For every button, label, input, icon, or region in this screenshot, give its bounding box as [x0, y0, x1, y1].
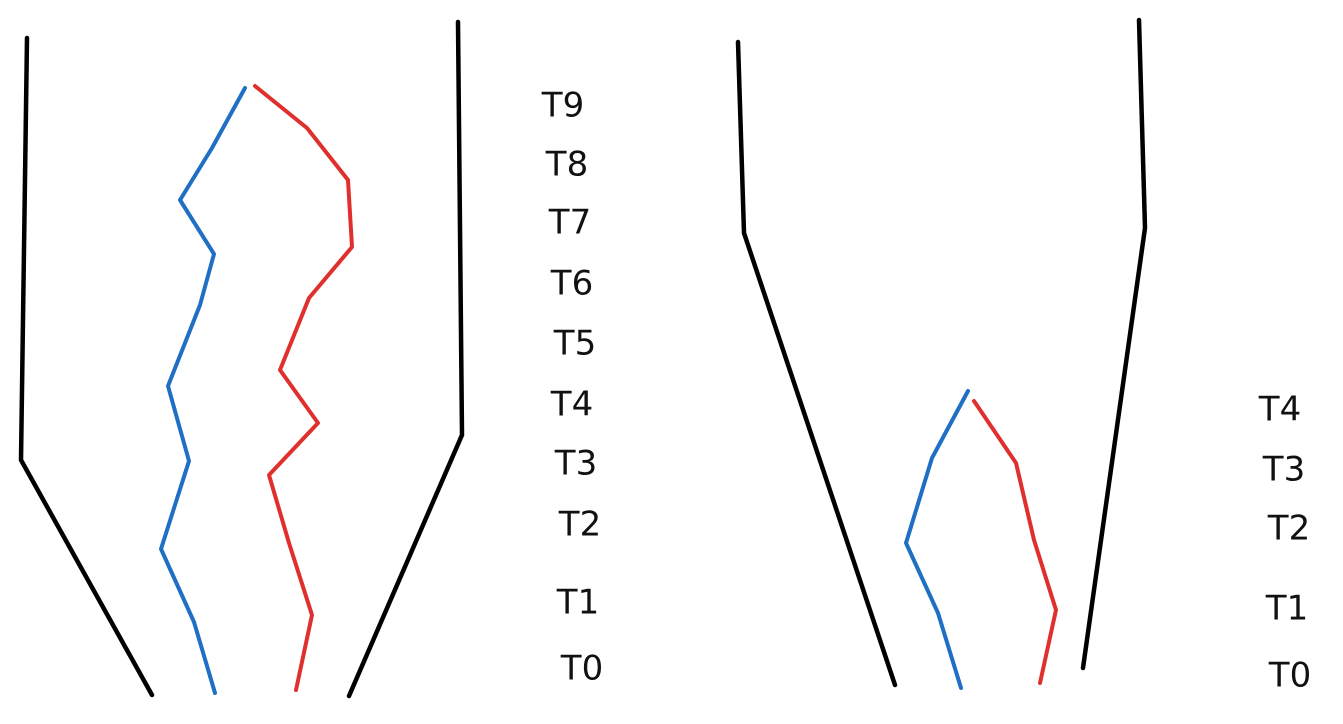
right-panel: T4 T3 T2 T1 T0 [735, 17, 1311, 696]
left-label-t1: T1 [556, 583, 599, 623]
left-label-t5: T5 [553, 324, 596, 364]
left-label-t7: T7 [548, 203, 591, 243]
left-panel-red-path [253, 84, 354, 692]
left-label-t8: T8 [545, 145, 588, 185]
left-label-t6: T6 [550, 264, 593, 304]
left-label-t4: T4 [550, 385, 593, 425]
right-panel-blue-path [904, 389, 970, 690]
left-panel: T9 T8 T7 T6 T5 T4 T3 T2 T1 T0 [18, 19, 603, 699]
right-label-t1: T1 [1265, 589, 1308, 629]
right-label-t3: T3 [1262, 450, 1305, 490]
left-label-t3: T3 [554, 444, 597, 484]
right-panel-left-wall [735, 39, 898, 688]
left-label-t0: T0 [560, 649, 603, 689]
right-label-t4: T4 [1258, 390, 1301, 430]
left-panel-labels: T9 T8 T7 T6 T5 T4 T3 T2 T1 T0 [541, 86, 603, 689]
left-label-t9: T9 [541, 86, 584, 126]
right-panel-red-path [972, 399, 1058, 685]
right-panel-right-wall [1080, 17, 1148, 671]
right-label-t0: T0 [1268, 656, 1311, 696]
left-label-t2: T2 [558, 505, 601, 545]
left-panel-left-wall [18, 35, 155, 698]
right-panel-labels: T4 T3 T2 T1 T0 [1258, 390, 1311, 696]
right-label-t2: T2 [1267, 509, 1310, 549]
left-panel-blue-path [159, 86, 247, 695]
left-panel-right-wall [346, 19, 465, 699]
